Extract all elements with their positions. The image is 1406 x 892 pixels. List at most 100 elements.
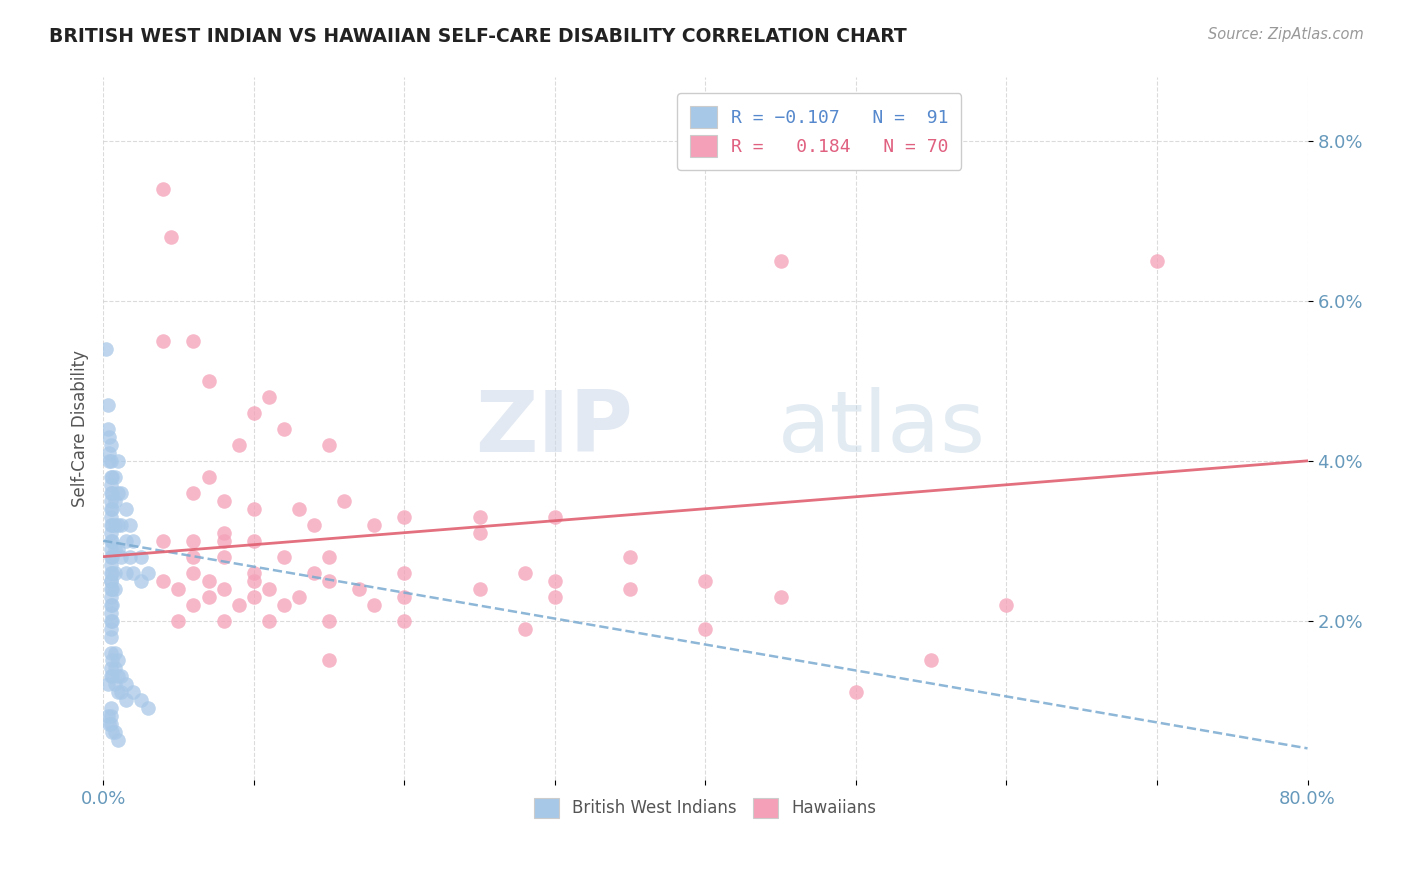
Point xyxy=(167,614,190,628)
Point xyxy=(212,533,235,548)
Point xyxy=(107,517,129,532)
Point xyxy=(273,422,295,436)
Point xyxy=(98,454,121,468)
Point xyxy=(101,725,124,739)
Point xyxy=(100,549,122,564)
Point xyxy=(152,533,174,548)
Point xyxy=(104,517,127,532)
Point xyxy=(100,477,122,491)
Point xyxy=(212,525,235,540)
Point xyxy=(257,614,280,628)
Point xyxy=(1146,254,1168,268)
Point xyxy=(212,582,235,596)
Point xyxy=(197,574,219,588)
Point xyxy=(101,470,124,484)
Point xyxy=(97,709,120,723)
Point xyxy=(242,574,264,588)
Point xyxy=(318,614,340,628)
Point xyxy=(100,590,122,604)
Point xyxy=(242,501,264,516)
Legend: British West Indians, Hawaiians: British West Indians, Hawaiians xyxy=(527,791,883,825)
Point xyxy=(468,582,491,596)
Point xyxy=(100,646,122,660)
Point xyxy=(100,438,122,452)
Point xyxy=(183,533,205,548)
Point xyxy=(257,390,280,404)
Point xyxy=(100,717,122,731)
Point xyxy=(183,334,205,348)
Point xyxy=(122,685,145,699)
Point xyxy=(152,334,174,348)
Point xyxy=(845,685,868,699)
Point xyxy=(197,374,219,388)
Point xyxy=(619,582,641,596)
Point xyxy=(104,493,127,508)
Point xyxy=(94,342,117,356)
Point xyxy=(98,446,121,460)
Point xyxy=(107,669,129,683)
Point xyxy=(101,669,124,683)
Point xyxy=(98,717,121,731)
Point xyxy=(101,501,124,516)
Point xyxy=(136,701,159,715)
Point xyxy=(513,622,536,636)
Point xyxy=(318,574,340,588)
Point xyxy=(107,685,129,699)
Point xyxy=(100,470,122,484)
Point xyxy=(242,406,264,420)
Point xyxy=(167,582,190,596)
Point xyxy=(101,485,124,500)
Y-axis label: Self-Care Disability: Self-Care Disability xyxy=(72,351,89,508)
Point xyxy=(104,582,127,596)
Point xyxy=(120,517,142,532)
Point xyxy=(242,533,264,548)
Point xyxy=(110,685,132,699)
Point xyxy=(107,733,129,747)
Point xyxy=(101,582,124,596)
Point xyxy=(100,574,122,588)
Point xyxy=(120,549,142,564)
Point xyxy=(100,517,122,532)
Point xyxy=(104,661,127,675)
Point xyxy=(100,541,122,556)
Point xyxy=(100,485,122,500)
Text: ZIP: ZIP xyxy=(475,387,633,470)
Point xyxy=(228,598,250,612)
Point xyxy=(100,614,122,628)
Point xyxy=(129,574,152,588)
Point xyxy=(100,525,122,540)
Point xyxy=(183,566,205,580)
Point xyxy=(100,661,122,675)
Point xyxy=(107,454,129,468)
Point xyxy=(100,454,122,468)
Point xyxy=(100,566,122,580)
Point xyxy=(160,230,183,244)
Point xyxy=(100,574,122,588)
Point xyxy=(107,541,129,556)
Point xyxy=(242,566,264,580)
Text: BRITISH WEST INDIAN VS HAWAIIAN SELF-CARE DISABILITY CORRELATION CHART: BRITISH WEST INDIAN VS HAWAIIAN SELF-CAR… xyxy=(49,27,907,45)
Point xyxy=(302,566,325,580)
Point xyxy=(122,566,145,580)
Point xyxy=(97,422,120,436)
Point xyxy=(107,485,129,500)
Point xyxy=(101,549,124,564)
Point xyxy=(129,693,152,707)
Point xyxy=(104,677,127,691)
Point xyxy=(468,509,491,524)
Point xyxy=(318,653,340,667)
Point xyxy=(100,606,122,620)
Point xyxy=(273,549,295,564)
Point xyxy=(100,558,122,572)
Point xyxy=(394,590,416,604)
Point xyxy=(104,470,127,484)
Point xyxy=(100,509,122,524)
Text: Source: ZipAtlas.com: Source: ZipAtlas.com xyxy=(1208,27,1364,42)
Point xyxy=(114,693,136,707)
Point xyxy=(101,517,124,532)
Point xyxy=(197,470,219,484)
Point xyxy=(100,598,122,612)
Point xyxy=(257,582,280,596)
Point xyxy=(212,549,235,564)
Point xyxy=(363,517,385,532)
